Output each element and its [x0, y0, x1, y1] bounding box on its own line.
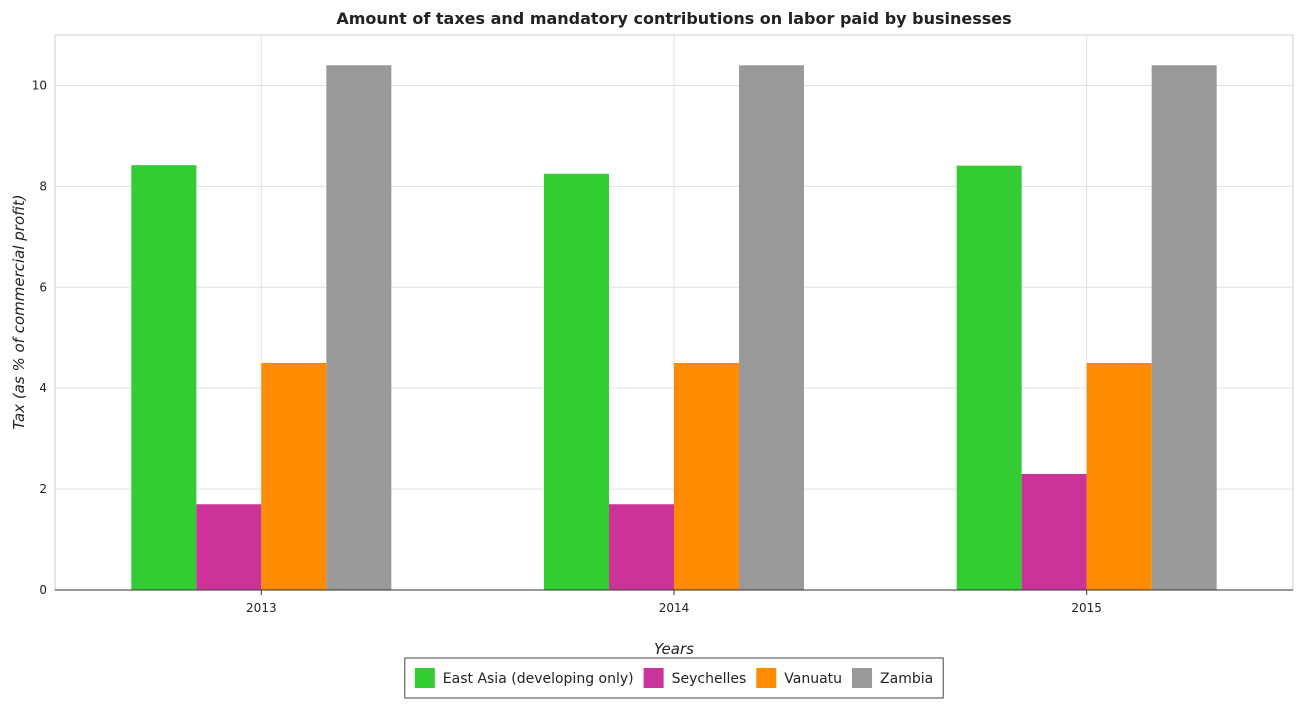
bar-seychelles-2014 [609, 504, 674, 590]
bar-vanuatu-2013 [261, 362, 327, 590]
legend-swatch [643, 668, 664, 688]
y-tick-label: 6 [39, 280, 47, 294]
bar-vanuatu-2015 [1086, 362, 1152, 590]
x-tick-label: 2014 [659, 601, 690, 615]
axes: 0 2 4 6 8 10 2013 2014 2015 [32, 34, 1294, 615]
legend: East Asia (developing only) Seychelles Van… [404, 657, 944, 699]
x-tick-label: 2013 [246, 601, 277, 615]
legend-swatch [414, 668, 435, 688]
legend-label: East Asia (developing only) [443, 671, 634, 687]
bar-zambia-2013 [326, 65, 392, 591]
y-tick-label: 2 [39, 482, 47, 496]
legend-label: Vanuatu [784, 671, 842, 687]
bar-zambia-2015 [1151, 65, 1217, 591]
y-axis-label: Tax (as % of commercial profit) [10, 194, 28, 429]
legend-swatch [756, 668, 777, 688]
y-tick-label: 0 [39, 583, 47, 597]
bar-seychelles-2015 [1021, 473, 1087, 590]
legend-label: Zambia [880, 671, 933, 687]
bar-vanuatu-2014 [674, 362, 739, 590]
chart-title: Amount of taxes and mandatory contributi… [336, 9, 1011, 28]
x-tick-label: 2015 [1071, 601, 1102, 615]
legend-swatch [852, 668, 873, 688]
bar-east-asia-developing-only-2014 [544, 173, 609, 590]
y-tick-label: 8 [39, 179, 47, 193]
y-tick-label: 10 [32, 78, 47, 92]
bars [131, 65, 1217, 591]
bar-east-asia-developing-only-2013 [131, 165, 197, 590]
legend-label: Seychelles [672, 671, 747, 687]
bar-east-asia-developing-only-2015 [956, 165, 1022, 590]
x-axis-label: Years [654, 640, 694, 658]
bar-seychelles-2013 [196, 504, 262, 590]
bar-zambia-2014 [739, 65, 804, 591]
y-tick-label: 4 [39, 381, 47, 395]
